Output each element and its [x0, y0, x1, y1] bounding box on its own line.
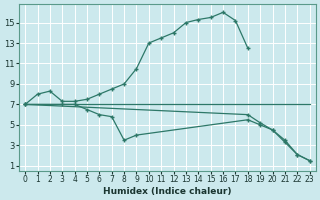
X-axis label: Humidex (Indice chaleur): Humidex (Indice chaleur) — [103, 187, 232, 196]
